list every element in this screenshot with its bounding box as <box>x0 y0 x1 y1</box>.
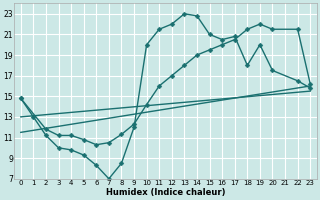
X-axis label: Humidex (Indice chaleur): Humidex (Indice chaleur) <box>106 188 225 197</box>
